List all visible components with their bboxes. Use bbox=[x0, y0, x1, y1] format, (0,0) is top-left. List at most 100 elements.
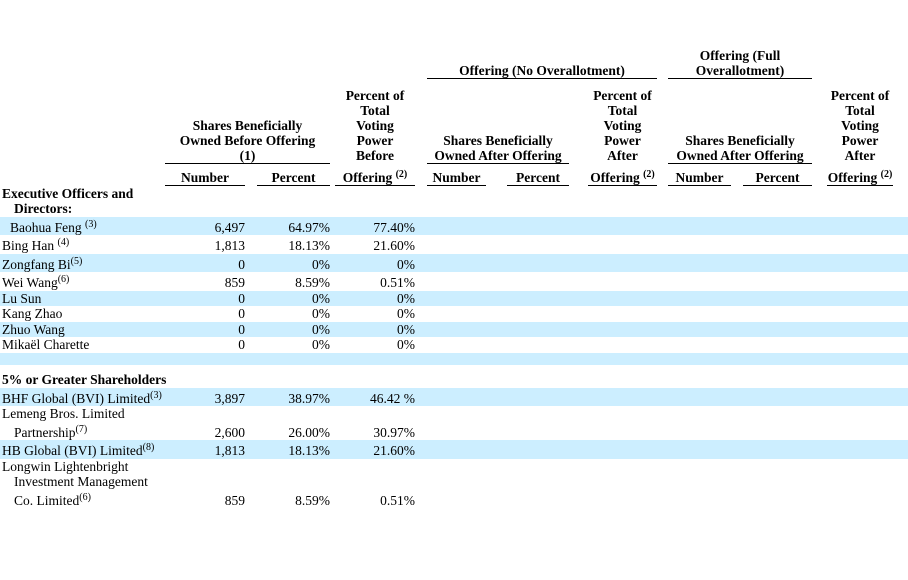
shareholder-name: Partnership bbox=[14, 424, 76, 440]
footnote-ref: (2) bbox=[643, 168, 655, 180]
spacer bbox=[657, 78, 668, 163]
spacer bbox=[330, 321, 335, 337]
cell-number-before: 859 bbox=[224, 492, 245, 508]
table-row: Baohua Feng (3) 6,497 64.97% 77.40% bbox=[0, 216, 908, 235]
spacer bbox=[893, 78, 908, 163]
spacer bbox=[657, 44, 668, 78]
col-header-line: After bbox=[607, 148, 638, 163]
col-header-line: After bbox=[844, 148, 876, 163]
spacer bbox=[245, 459, 257, 509]
spacer bbox=[245, 321, 257, 337]
cell-voting-before: 21.60% bbox=[335, 440, 415, 459]
cell-number-before: 6,497 bbox=[165, 216, 245, 235]
shareholder-name: Zhuo Wang bbox=[2, 321, 65, 337]
col-header-line: Owned After Offering bbox=[434, 147, 562, 163]
cell-shareholder-name: HB Global (BVI) Limited(8) bbox=[0, 440, 165, 459]
col-header-line: Shares Beneficially bbox=[443, 132, 553, 148]
cell-shareholder-name: Baohua Feng (3) bbox=[0, 216, 165, 235]
spacer bbox=[245, 163, 257, 185]
spacer bbox=[245, 387, 257, 406]
group-header-label: Overallotment) bbox=[695, 62, 785, 78]
header-empty bbox=[0, 163, 165, 185]
shareholder-name: Mikaël Charette bbox=[2, 337, 90, 352]
cell-percent-before: 26.00% bbox=[288, 424, 330, 440]
cell-percent-before: 0% bbox=[312, 337, 330, 352]
cell-after-offering-empty bbox=[415, 440, 908, 459]
cell-number-before: 0 bbox=[165, 253, 245, 272]
section-header-shareholders: 5% or Greater Shareholders bbox=[0, 365, 908, 388]
footnote-ref: (5) bbox=[70, 255, 83, 267]
footnote-ref: (8) bbox=[142, 442, 155, 453]
col-header-line: Before bbox=[356, 148, 394, 163]
spacer bbox=[486, 163, 507, 185]
header-empty bbox=[0, 44, 427, 78]
col-header-voting-power-after-full: Percent of Total Voting Power After bbox=[827, 78, 893, 163]
offering-label: Offering bbox=[590, 169, 644, 185]
spacer bbox=[812, 163, 827, 185]
shareholder-name: Zongfang Bi bbox=[2, 256, 71, 272]
offering-label: Offering bbox=[342, 169, 396, 185]
col-header-shares-after-offering-full: Shares Beneficially Owned After Offering bbox=[668, 78, 813, 164]
shareholder-name: Lu Sun bbox=[2, 290, 42, 306]
spacer bbox=[415, 78, 427, 163]
cell-after-offering-empty bbox=[415, 253, 908, 272]
beneficial-ownership-table: Offering (No Overallotment) Offering (Fu… bbox=[0, 44, 908, 508]
cell-percent-before: 38.97% bbox=[257, 387, 330, 406]
spacer bbox=[245, 235, 257, 254]
cell-after-offering-empty bbox=[415, 272, 908, 291]
header-empty bbox=[812, 44, 908, 78]
table-row: Kang Zhao 0 0% 0% bbox=[0, 306, 908, 322]
footnote-ref: (3) bbox=[85, 218, 97, 230]
cell-shareholder-name: Lemeng Bros. Limited Partnership(7) bbox=[0, 406, 165, 440]
col-header-voting-power-before: Percent of Total Voting Power Before bbox=[335, 78, 415, 163]
col-header-percent-2: Percent bbox=[507, 163, 569, 186]
col-header-number-3: Number bbox=[668, 163, 731, 186]
cell-number-before: 3,897 bbox=[165, 387, 245, 406]
col-header-line: Total bbox=[845, 103, 875, 118]
col-header-line: Shares Beneficially bbox=[685, 132, 795, 148]
col-header-line: Owned After Offering bbox=[676, 147, 804, 163]
spacer bbox=[245, 272, 257, 291]
cell-number-before: 1,813 bbox=[165, 440, 245, 459]
table-row: Wei Wang(6) 859 8.59% 0.51% bbox=[0, 272, 908, 291]
shareholder-name: Kang Zhao bbox=[2, 306, 63, 321]
spacer bbox=[330, 216, 335, 235]
col-header-footnote: (1) bbox=[239, 147, 256, 163]
spacer bbox=[657, 163, 668, 185]
col-header-offering-3: Offering (2) bbox=[827, 163, 894, 186]
table-row: Zongfang Bi(5) 0 0% 0% bbox=[0, 253, 908, 272]
col-header-line: Owned Before Offering bbox=[179, 132, 316, 148]
cell-percent-before: 0% bbox=[257, 290, 330, 306]
header-empty bbox=[0, 78, 165, 163]
section-header-row: 5% or Greater Shareholders bbox=[0, 365, 908, 388]
cell-shareholder-name: Zhuo Wang bbox=[0, 321, 165, 337]
shareholder-name: BHF Global (BVI) Limited bbox=[2, 390, 151, 406]
spacer bbox=[415, 163, 427, 185]
shareholder-name: Baohua Feng bbox=[10, 219, 85, 235]
footnote-ref: (2) bbox=[880, 168, 893, 180]
table-row: Mikaël Charette 0 0% 0% bbox=[0, 337, 908, 353]
col-header-line: Total bbox=[607, 103, 638, 118]
col-header-offering-2: Offering (2) bbox=[588, 163, 657, 186]
spacer bbox=[245, 306, 257, 322]
table-row: Lu Sun 0 0% 0% bbox=[0, 290, 908, 306]
col-header-voting-power-after-no: Percent of Total Voting Power After bbox=[588, 78, 657, 163]
spacer bbox=[245, 406, 257, 440]
table-row: Bing Han (4) 1,813 18.13% 21.60% bbox=[0, 235, 908, 254]
spacer bbox=[330, 253, 335, 272]
col-header-offering-1: Offering (2) bbox=[335, 163, 415, 186]
shareholder-name: Bing Han bbox=[2, 238, 58, 253]
spacer-row bbox=[0, 352, 908, 365]
table-row: BHF Global (BVI) Limited(3) 3,897 38.97%… bbox=[0, 387, 908, 406]
spacer bbox=[330, 290, 335, 306]
cell-number-before: 0 bbox=[165, 290, 245, 306]
shareholder-name: Co. Limited bbox=[14, 492, 80, 508]
cell-voting-before: 0.51% bbox=[380, 492, 415, 508]
cell-percent-before: 8.59% bbox=[295, 275, 330, 290]
table-row: Zhuo Wang 0 0% 0% bbox=[0, 321, 908, 337]
group-header-offering-no-overallotment: Offering (No Overallotment) bbox=[427, 44, 657, 79]
col-header-line: Percent of bbox=[830, 88, 890, 103]
group-header-label: Offering (No Overallotment) bbox=[459, 62, 625, 78]
cell-shareholder-name: BHF Global (BVI) Limited(3) bbox=[0, 387, 165, 406]
cell-after-offering-empty bbox=[415, 459, 908, 509]
